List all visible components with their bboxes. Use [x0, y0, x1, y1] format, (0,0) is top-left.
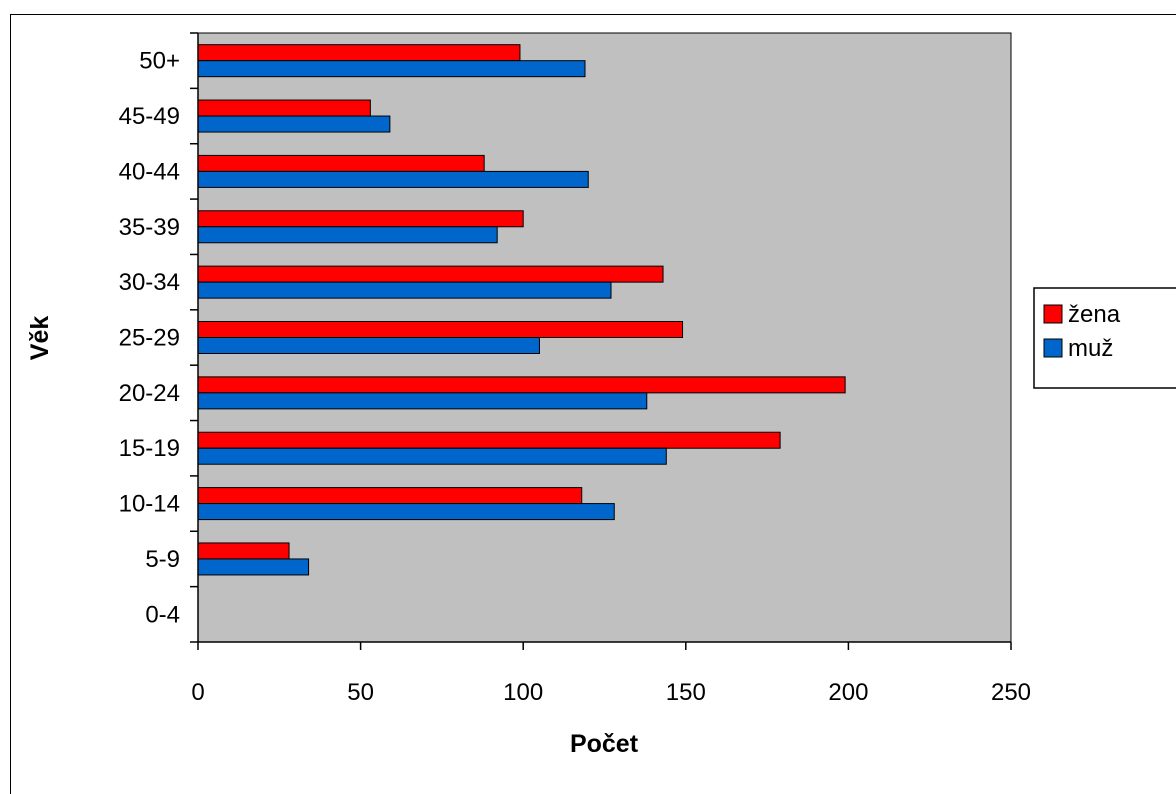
y-tick-labels: 0-4 5-9 10-14 15-19 20-24 25-29 30-34 35-39 40-4…	[119, 48, 180, 629]
x-tick-label: 100	[503, 679, 543, 706]
x-tick-labels: 0 50 100 150 200 250	[191, 679, 1031, 706]
y-tick-label: 5-9	[145, 546, 180, 573]
bar-zena	[197, 376, 846, 394]
bar-muz	[197, 60, 586, 78]
y-tick-label: 45-49	[119, 103, 180, 130]
legend-items: žena muž	[1043, 301, 1121, 362]
x-tick-label: 200	[828, 679, 868, 706]
bar-muz	[197, 503, 615, 521]
x-tick-label: 50	[347, 679, 374, 706]
y-tick-label: 50+	[139, 48, 180, 75]
y-tick-label: 0-4	[145, 601, 180, 628]
bar-muz	[197, 447, 667, 465]
x-axis	[197, 641, 1012, 650]
legend-swatch-muz	[1043, 338, 1063, 358]
bar-zena	[197, 99, 371, 117]
y-tick-label: 15-19	[119, 435, 180, 462]
bar-muz	[197, 170, 589, 188]
y-tick-label: 20-24	[119, 380, 180, 407]
bar-zena	[197, 431, 781, 449]
x-tick-label: 0	[191, 679, 204, 706]
bar-muz	[197, 281, 612, 299]
bar-zena	[197, 210, 524, 228]
y-axis	[190, 32, 199, 643]
y-tick-label: 30-34	[119, 269, 180, 296]
x-tick-label: 250	[991, 679, 1031, 706]
bar-zena	[197, 321, 684, 338]
bar-muz	[197, 115, 391, 133]
bars-layer	[197, 44, 846, 576]
bar-zena	[197, 154, 485, 172]
y-tick-label: 10-14	[119, 491, 180, 518]
bar-muz	[197, 558, 310, 576]
legend-label-zena: žena	[1068, 301, 1121, 328]
y-tick-label: 25-29	[119, 325, 180, 352]
legend: žena muž	[1033, 287, 1176, 389]
bar-muz	[197, 392, 648, 410]
bar-zena	[197, 265, 664, 283]
bar-zena	[197, 44, 521, 62]
legend-label-muz: muž	[1068, 335, 1113, 362]
bar-zena	[197, 487, 583, 505]
y-axis-title: Věk	[26, 316, 54, 361]
y-tick-label: 35-39	[119, 214, 180, 241]
legend-swatch-zena	[1043, 304, 1063, 324]
bar-muz	[197, 226, 498, 244]
bar-muz	[197, 337, 540, 354]
x-axis-title: Počet	[570, 730, 639, 758]
y-tick-label: 40-44	[119, 158, 180, 185]
x-tick-label: 150	[666, 679, 706, 706]
bar-zena	[197, 542, 290, 560]
